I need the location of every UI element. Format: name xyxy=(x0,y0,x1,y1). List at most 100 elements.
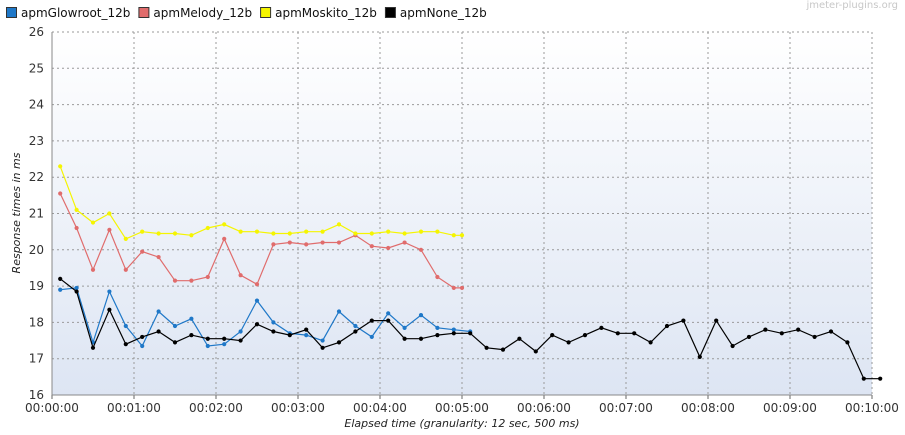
data-point xyxy=(418,247,424,252)
legend-item: apmNone_12b xyxy=(384,6,487,20)
x-tick-label: 00:04:00 xyxy=(353,401,407,415)
data-point xyxy=(287,333,292,338)
data-point xyxy=(156,329,161,334)
series-line xyxy=(59,166,462,240)
data-point xyxy=(418,313,424,318)
data-point xyxy=(189,316,194,321)
data-point xyxy=(533,349,538,354)
data-point xyxy=(336,309,342,314)
data-point xyxy=(287,231,292,236)
legend-item: apmMelody_12b xyxy=(138,6,252,20)
series-layer xyxy=(58,164,883,381)
data-point xyxy=(189,278,194,283)
data-point xyxy=(74,285,79,291)
legend: apmGlowroot_12b apmMelody_12b apmMoskito_1… xyxy=(6,6,487,20)
legend-swatch xyxy=(384,7,396,18)
data-point xyxy=(697,354,702,359)
data-point xyxy=(402,231,407,236)
data-point xyxy=(353,231,358,236)
data-point xyxy=(58,191,63,196)
data-point xyxy=(320,338,325,343)
data-point xyxy=(90,220,96,225)
data-point xyxy=(386,318,391,323)
data-point xyxy=(451,285,456,291)
data-point xyxy=(222,236,227,242)
data-point xyxy=(205,343,210,349)
y-tick-label: 24 xyxy=(29,98,44,112)
x-tick-label: 00:01:00 xyxy=(107,401,161,415)
data-point xyxy=(878,376,883,381)
data-point xyxy=(582,333,588,338)
data-point xyxy=(58,276,63,281)
data-point xyxy=(386,311,391,316)
x-tick-label: 00:10:00 xyxy=(845,401,899,415)
x-tick-label: 00:08:00 xyxy=(681,401,735,415)
data-point xyxy=(386,245,391,251)
data-point xyxy=(172,278,178,283)
data-point xyxy=(238,273,243,278)
data-point xyxy=(271,231,276,236)
data-point xyxy=(74,207,79,212)
legend-label: apmGlowroot_12b xyxy=(21,6,130,20)
y-tick-label: 18 xyxy=(29,315,44,329)
data-point xyxy=(418,229,424,234)
data-point xyxy=(304,327,309,332)
data-point xyxy=(205,336,210,341)
data-point xyxy=(320,240,325,245)
x-tick-label: 00:06:00 xyxy=(517,401,571,415)
y-tick-label: 21 xyxy=(29,207,44,221)
data-point xyxy=(74,289,79,294)
y-tick-label: 20 xyxy=(29,243,44,257)
data-point xyxy=(336,222,342,227)
x-tick-label: 00:05:00 xyxy=(435,401,489,415)
data-point xyxy=(107,307,112,312)
data-point xyxy=(172,323,178,329)
data-point xyxy=(271,329,276,334)
data-point xyxy=(238,229,243,234)
data-point xyxy=(107,289,112,294)
data-point xyxy=(615,331,620,336)
watermark-text: jmeter-plugins.org xyxy=(805,0,898,11)
data-point xyxy=(156,231,161,236)
data-point xyxy=(222,342,227,347)
data-point xyxy=(369,334,374,340)
data-point xyxy=(123,236,128,242)
data-point xyxy=(451,233,456,238)
data-point xyxy=(796,327,801,332)
data-point xyxy=(459,233,465,238)
data-point xyxy=(369,318,374,323)
data-point xyxy=(468,331,473,336)
data-point xyxy=(828,329,834,334)
data-point xyxy=(205,274,210,280)
data-point xyxy=(353,329,358,334)
data-point xyxy=(402,325,407,330)
data-point xyxy=(599,325,604,330)
data-point xyxy=(648,340,653,345)
y-tick-label: 26 xyxy=(29,25,44,39)
data-point xyxy=(140,334,145,340)
data-point xyxy=(418,336,424,341)
series-apmMelody_12b xyxy=(58,191,465,291)
data-point xyxy=(304,229,309,234)
data-point xyxy=(369,231,374,236)
legend-label: apmNone_12b xyxy=(400,6,487,20)
data-point xyxy=(238,338,243,343)
x-tick-label: 00:02:00 xyxy=(189,401,243,415)
data-point xyxy=(812,334,817,340)
data-point xyxy=(107,211,112,216)
y-tick-label: 25 xyxy=(29,61,44,75)
data-point xyxy=(402,240,407,245)
data-point xyxy=(500,347,506,352)
data-point xyxy=(779,331,784,336)
legend-item: apmMoskito_12b xyxy=(260,6,377,20)
y-tick-label: 23 xyxy=(29,134,44,148)
data-point xyxy=(459,285,465,291)
x-tick-label: 00:03:00 xyxy=(271,401,325,415)
legend-swatch xyxy=(138,7,150,18)
data-point xyxy=(369,244,374,249)
axes: 16 17 18 19 20 21 22 23 24 25 26 00:00:00 00:01:00 00… xyxy=(25,25,899,415)
y-tick-label: 19 xyxy=(29,279,44,293)
data-point xyxy=(681,318,686,323)
data-point xyxy=(205,225,210,231)
